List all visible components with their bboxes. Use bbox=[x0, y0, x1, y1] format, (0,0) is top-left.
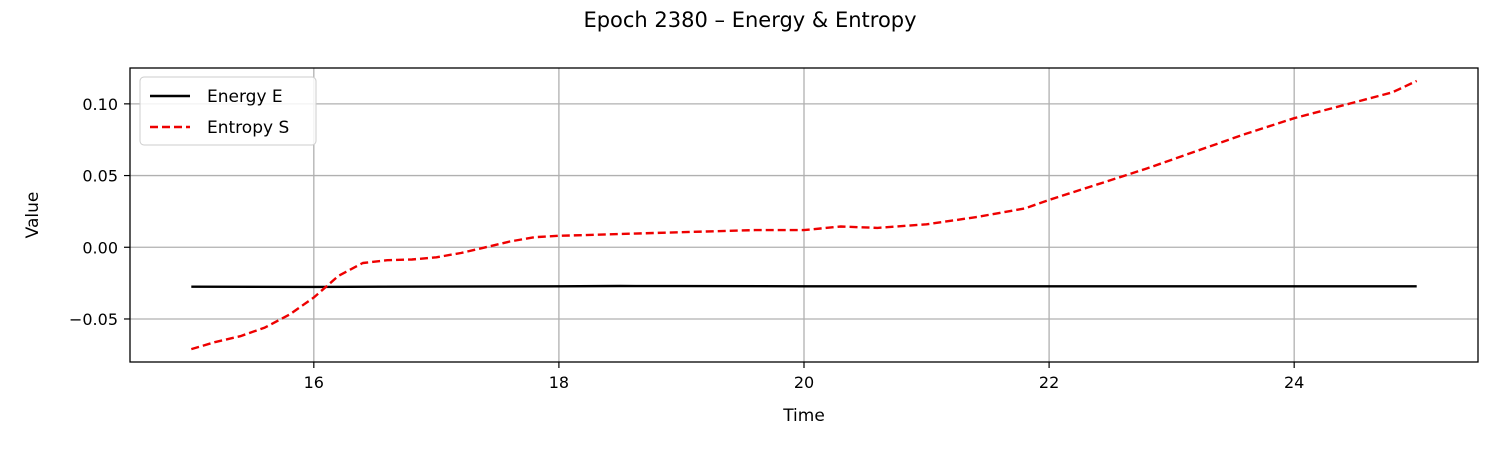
x-axis: 16 18 20 22 24 bbox=[304, 362, 1304, 392]
chart-title: Epoch 2380 – Energy & Entropy bbox=[583, 8, 916, 32]
legend: Energy E Entropy S bbox=[139, 76, 317, 146]
x-tick-label: 18 bbox=[549, 373, 569, 392]
grid bbox=[130, 68, 1478, 362]
y-tick-label: 0.10 bbox=[82, 95, 118, 114]
x-axis-title: Time bbox=[782, 406, 825, 426]
y-tick-label: 0.00 bbox=[82, 238, 118, 257]
x-tick-label: 22 bbox=[1039, 373, 1059, 392]
legend-label: Entropy S bbox=[207, 118, 289, 138]
x-tick-label: 24 bbox=[1284, 373, 1304, 392]
y-axis-title: Value bbox=[23, 192, 43, 239]
x-tick-label: 20 bbox=[794, 373, 814, 392]
series-layer bbox=[190, 79, 1418, 351]
x-tick-label: 16 bbox=[304, 373, 324, 392]
y-tick-label: −0.05 bbox=[69, 310, 118, 329]
y-tick-label: 0.05 bbox=[82, 167, 118, 186]
series-line-0 bbox=[191, 284, 1417, 289]
y-axis: −0.05 0.00 0.05 0.10 bbox=[69, 95, 130, 329]
legend-box bbox=[139, 76, 317, 146]
series-line-1 bbox=[190, 79, 1418, 351]
legend-label: Energy E bbox=[207, 87, 283, 107]
